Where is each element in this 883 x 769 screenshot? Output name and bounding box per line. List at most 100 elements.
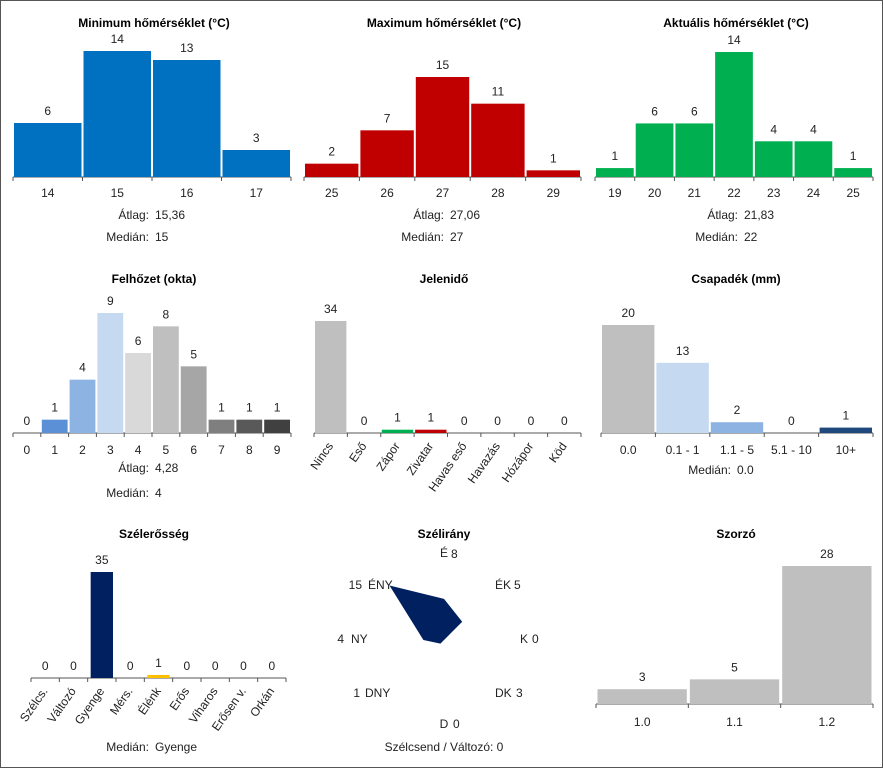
bar xyxy=(97,313,124,433)
data-label: 0 xyxy=(461,414,468,428)
chart-title: Minimum hőmérséklet (°C) xyxy=(78,16,230,30)
bar xyxy=(754,141,793,177)
data-label: 0 xyxy=(183,659,190,673)
direction-label: É xyxy=(440,545,448,560)
data-label: 1 xyxy=(850,149,857,163)
precip-chart: Csapadék (mm) 20 0.0 13 0.1 - 1 2 1.1 - 5 0 5.1 … xyxy=(600,272,874,477)
data-label: 0 xyxy=(127,659,134,673)
data-label: 2 xyxy=(328,145,335,159)
stat-label: Átlag: xyxy=(707,207,738,222)
category-label: 4 xyxy=(135,443,142,457)
stat-value: Gyenge xyxy=(155,740,197,754)
stat-label: Medián: xyxy=(106,230,149,244)
data-label: 0 xyxy=(561,414,568,428)
direction-label: DK xyxy=(495,686,512,700)
category-label: Mérs. xyxy=(107,685,136,718)
category-label: 0 xyxy=(24,443,31,457)
data-label: 15 xyxy=(436,58,450,72)
bar xyxy=(597,689,687,704)
stat-label: Medián: xyxy=(688,463,731,477)
data-label: 6 xyxy=(44,104,51,118)
bar xyxy=(41,419,68,433)
data-label: 0 xyxy=(70,659,77,673)
bar xyxy=(819,427,872,433)
data-label: 11 xyxy=(492,85,505,99)
data-label: 6 xyxy=(691,104,698,118)
bar xyxy=(689,679,780,704)
stat-label: Medián: xyxy=(106,486,149,500)
bar xyxy=(14,123,82,177)
category-label: 10+ xyxy=(836,443,856,457)
category-label: Erős xyxy=(167,685,193,713)
stat-value: 4,28 xyxy=(155,461,179,475)
data-label: 35 xyxy=(95,553,109,567)
data-label: 1 xyxy=(274,401,281,415)
data-label: 1 xyxy=(51,401,58,415)
stat-label: Átlag: xyxy=(118,207,149,222)
bar xyxy=(83,51,151,177)
category-label: Nincs xyxy=(307,440,336,473)
direction-value: 0 xyxy=(532,632,539,646)
min-chart: Minimum hőmérséklet (°C) 6 14 14 15 13 16 3 17 Át… xyxy=(12,16,292,244)
category-label: 24 xyxy=(807,186,821,200)
max-chart: Maximum hőmérséklet (°C) 2 25 7 26 15 27 11 28 1 2… xyxy=(303,16,582,244)
direction-value: 3 xyxy=(516,686,523,700)
bar xyxy=(635,123,674,177)
category-label: 1.1 xyxy=(726,715,743,729)
bar xyxy=(180,366,207,433)
data-label: 5 xyxy=(731,660,738,674)
bar xyxy=(360,130,414,177)
bar xyxy=(222,150,290,177)
direction-value: 4 xyxy=(337,632,344,646)
data-label: 20 xyxy=(622,306,636,320)
chart-title: Szélerősség xyxy=(119,527,189,541)
category-label: 1 xyxy=(51,443,58,457)
category-label: 25 xyxy=(846,186,860,200)
category-label: 5.1 - 10 xyxy=(771,443,812,457)
bar xyxy=(415,429,447,433)
data-label: 2 xyxy=(734,403,741,417)
data-label: 13 xyxy=(180,41,194,55)
data-label: 1 xyxy=(427,411,434,425)
data-label: 5 xyxy=(190,347,197,361)
data-label: 7 xyxy=(384,111,391,125)
stat-label: Medián: xyxy=(106,740,149,754)
data-label: 4 xyxy=(79,361,86,375)
category-label: Köd xyxy=(546,440,570,466)
direction-label: NY xyxy=(351,632,368,646)
stat-value: 15,36 xyxy=(155,208,185,222)
category-label: 2 xyxy=(79,443,86,457)
chart-title: Felhőzet (okta) xyxy=(112,272,197,286)
data-label: 34 xyxy=(324,302,338,316)
category-label: Zápor xyxy=(373,440,402,474)
category-label: Zivatar xyxy=(404,440,437,478)
stat-value: 4 xyxy=(155,486,162,500)
stat-value: 22 xyxy=(744,230,758,244)
category-label: 19 xyxy=(608,186,622,200)
data-label: 0 xyxy=(788,414,795,428)
bar xyxy=(208,419,235,433)
category-label: 1.0 xyxy=(634,715,651,729)
stat-label: Medián: xyxy=(401,230,444,244)
data-label: 13 xyxy=(676,344,690,358)
data-label: 1 xyxy=(612,149,619,163)
category-label: 25 xyxy=(325,186,339,200)
category-label: 23 xyxy=(767,186,781,200)
data-label: 4 xyxy=(770,122,777,136)
stat-label: Átlag: xyxy=(118,460,149,475)
category-label: 1.1 - 5 xyxy=(720,443,754,457)
category-label: 17 xyxy=(250,186,264,200)
category-label: 21 xyxy=(688,186,702,200)
direction-label: ÉNY xyxy=(368,577,393,592)
stat-value: 27,06 xyxy=(450,208,480,222)
bar xyxy=(69,379,96,433)
category-label: 29 xyxy=(547,186,561,200)
bar xyxy=(236,419,263,433)
category-label: 16 xyxy=(180,186,194,200)
chart-title: Jelenidő xyxy=(420,272,469,286)
data-label: 1 xyxy=(155,656,162,670)
stat-value: 27 xyxy=(450,230,464,244)
data-label: 0 xyxy=(268,659,275,673)
bar xyxy=(90,572,113,678)
